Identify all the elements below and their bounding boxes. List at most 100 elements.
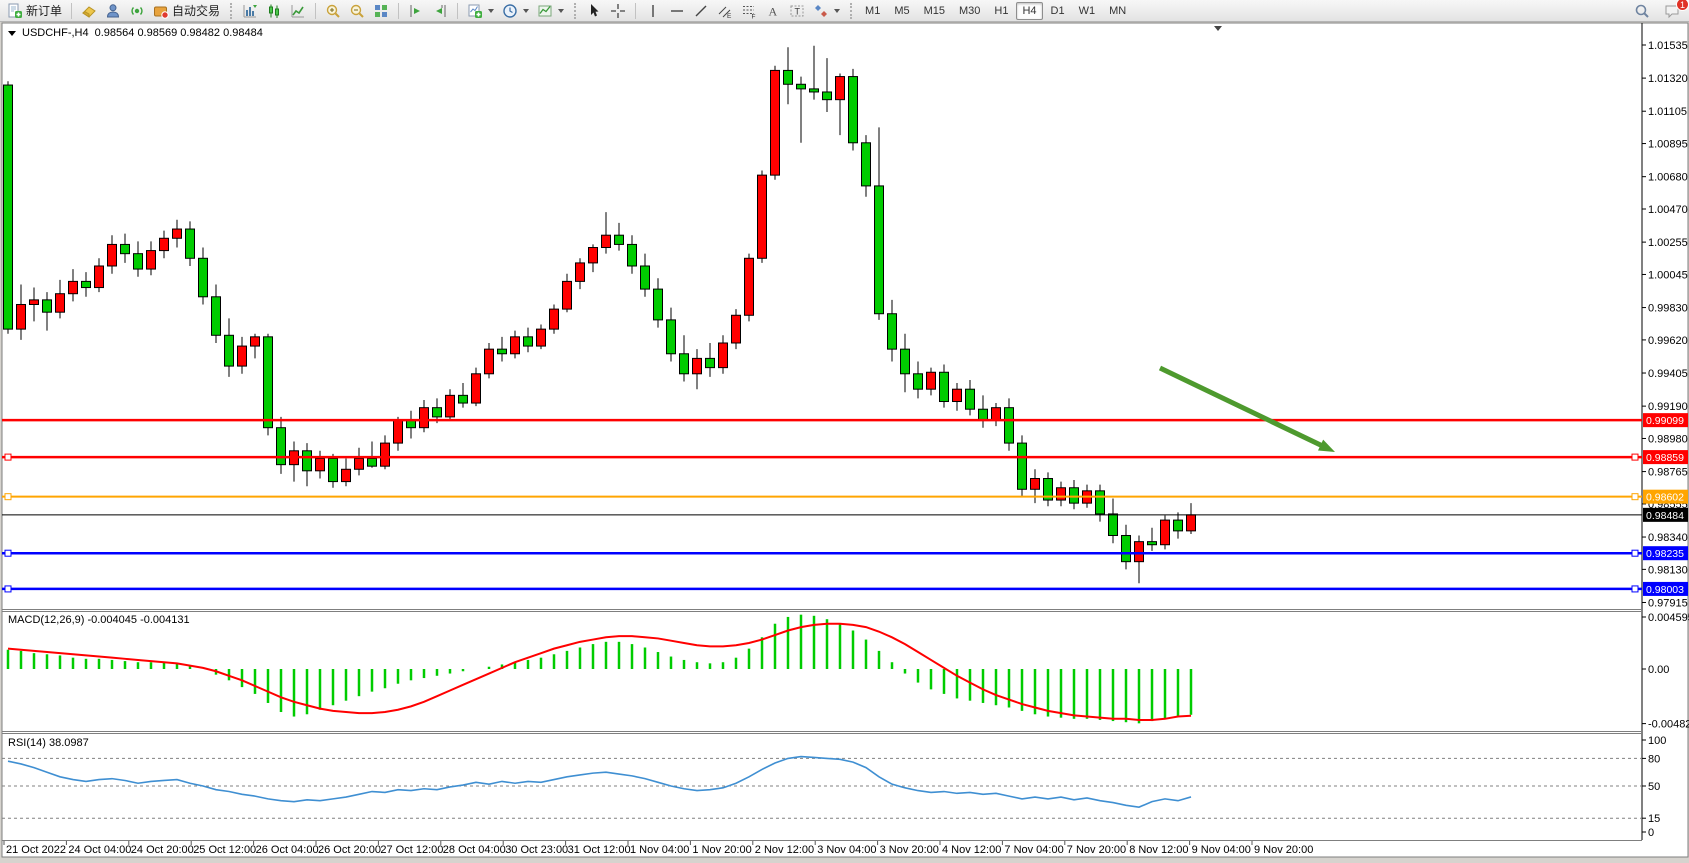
svg-text:0.98003: 0.98003 bbox=[1646, 584, 1684, 596]
timeframe-m5[interactable]: M5 bbox=[894, 4, 910, 17]
timeframe-m1[interactable]: M1 bbox=[865, 4, 881, 17]
svg-text:8 Nov 12:00: 8 Nov 12:00 bbox=[1129, 844, 1188, 856]
line-chart-button[interactable] bbox=[287, 1, 309, 21]
separator bbox=[71, 2, 73, 19]
text-label-tool[interactable]: T bbox=[786, 1, 808, 21]
auto-trading-label: 自动交易 bbox=[172, 4, 221, 18]
trendline-icon bbox=[695, 5, 707, 16]
svg-text:9 Nov 04:00: 9 Nov 04:00 bbox=[1192, 844, 1251, 856]
svg-text:0.004595: 0.004595 bbox=[1648, 612, 1689, 624]
svg-text:1.01535: 1.01535 bbox=[1648, 40, 1688, 52]
template-icon bbox=[538, 5, 552, 16]
svg-text:3 Nov 04:00: 3 Nov 04:00 bbox=[817, 844, 876, 856]
trendline-tool[interactable] bbox=[690, 1, 712, 21]
timeframe-m30[interactable]: M30 bbox=[959, 4, 981, 17]
svg-text:0.98235: 0.98235 bbox=[1646, 548, 1684, 560]
separator bbox=[398, 2, 400, 19]
svg-text:26 Oct 04:00: 26 Oct 04:00 bbox=[256, 844, 319, 856]
search-button[interactable] bbox=[1631, 1, 1653, 21]
search-icon bbox=[1635, 4, 1649, 18]
zoom-in-icon bbox=[326, 4, 340, 18]
signal-icon bbox=[131, 6, 143, 15]
auto-scroll-icon bbox=[410, 4, 421, 17]
svg-text:1.00895: 1.00895 bbox=[1648, 139, 1688, 151]
timeframe-mn[interactable]: MN bbox=[1109, 4, 1127, 17]
svg-text:50: 50 bbox=[1648, 781, 1660, 793]
timeframe-m15[interactable]: M15 bbox=[923, 4, 945, 17]
new-order-icon bbox=[8, 3, 22, 18]
fibonacci-tool[interactable]: F bbox=[738, 1, 760, 21]
symbol-dropdown-icon[interactable] bbox=[8, 30, 16, 36]
chart-shift-button[interactable] bbox=[429, 1, 451, 21]
clock-icon bbox=[503, 3, 517, 18]
channel-icon: E bbox=[718, 6, 732, 19]
svg-text:28 Oct 04:00: 28 Oct 04:00 bbox=[443, 844, 506, 856]
zoom-out-button[interactable] bbox=[346, 1, 368, 21]
arrows-tool[interactable] bbox=[810, 1, 843, 21]
timeframe-h4[interactable]: H4 bbox=[1016, 1, 1043, 20]
svg-text:1 Nov 04:00: 1 Nov 04:00 bbox=[630, 844, 689, 856]
svg-text:1.00470: 1.00470 bbox=[1648, 204, 1688, 216]
rsi-label: RSI(14) 38.0987 bbox=[8, 737, 89, 749]
svg-text:1 Nov 20:00: 1 Nov 20:00 bbox=[692, 844, 751, 856]
symbol-label: USDCHF-,H4 bbox=[22, 27, 89, 39]
data-window-button[interactable] bbox=[102, 1, 124, 21]
text-tool[interactable]: A bbox=[762, 1, 784, 21]
tile-windows-button[interactable] bbox=[370, 1, 392, 21]
bar-chart-button[interactable] bbox=[239, 1, 261, 21]
svg-text:F: F bbox=[752, 13, 756, 19]
svg-text:4 Nov 12:00: 4 Nov 12:00 bbox=[942, 844, 1001, 856]
cursor-tool[interactable] bbox=[583, 1, 605, 21]
tile-windows-icon bbox=[375, 4, 388, 17]
signals-button[interactable] bbox=[126, 1, 148, 21]
timeframe-w1[interactable]: W1 bbox=[1078, 4, 1096, 17]
equidistant-channel-tool[interactable]: E bbox=[714, 1, 736, 21]
dropdown-caret-icon bbox=[523, 8, 530, 13]
timeframe-h1[interactable]: H1 bbox=[994, 4, 1009, 17]
svg-text:24 Oct 20:00: 24 Oct 20:00 bbox=[131, 844, 194, 856]
dropdown-caret-icon bbox=[558, 8, 565, 13]
toolbar-grip bbox=[850, 2, 853, 19]
zoom-in-button[interactable] bbox=[322, 1, 344, 21]
svg-text:0.98130: 0.98130 bbox=[1648, 564, 1688, 576]
horizontal-line-tool[interactable] bbox=[666, 1, 688, 21]
separator bbox=[457, 2, 459, 19]
svg-text:0.99190: 0.99190 bbox=[1648, 401, 1688, 413]
svg-text:0.99620: 0.99620 bbox=[1648, 335, 1688, 347]
new-order-label: 新订单 bbox=[26, 4, 63, 18]
notification-badge: 1 bbox=[1676, 0, 1689, 11]
auto-trading-icon bbox=[154, 6, 169, 19]
svg-text:A: A bbox=[769, 4, 778, 18]
periods-button[interactable] bbox=[499, 1, 532, 21]
person-icon bbox=[107, 3, 120, 17]
dropdown-caret-icon bbox=[488, 8, 495, 13]
indicators-button[interactable] bbox=[464, 1, 497, 21]
svg-text:0: 0 bbox=[1648, 827, 1654, 839]
macd-label: MACD(12,26,9) -0.004045 -0.004131 bbox=[8, 614, 190, 626]
svg-text:1.00255: 1.00255 bbox=[1648, 237, 1688, 249]
svg-text:9 Nov 20:00: 9 Nov 20:00 bbox=[1254, 844, 1313, 856]
crosshair-icon bbox=[611, 3, 626, 18]
new-order-button[interactable]: 新订单 bbox=[4, 1, 65, 21]
chart-shift-icon bbox=[436, 4, 446, 17]
auto-trading-button[interactable]: 自动交易 bbox=[150, 1, 223, 21]
svg-text:27 Oct 12:00: 27 Oct 12:00 bbox=[380, 844, 443, 856]
candlestick-chart-button[interactable] bbox=[263, 1, 285, 21]
vertical-line-tool[interactable] bbox=[642, 1, 664, 21]
auto-scroll-button[interactable] bbox=[405, 1, 427, 21]
chart-title: USDCHF-,H4 0.98564 0.98569 0.98482 0.984… bbox=[8, 27, 263, 39]
eraser-button[interactable] bbox=[78, 1, 100, 21]
timeframe-d1[interactable]: D1 bbox=[1050, 4, 1065, 17]
svg-text:80: 80 bbox=[1648, 753, 1660, 765]
svg-text:24 Oct 04:00: 24 Oct 04:00 bbox=[68, 844, 131, 856]
svg-text:0.98765: 0.98765 bbox=[1648, 467, 1688, 479]
svg-text:7 Nov 04:00: 7 Nov 04:00 bbox=[1004, 844, 1063, 856]
notifications-button[interactable]: 1 bbox=[1661, 0, 1689, 21]
crosshair-tool[interactable] bbox=[607, 1, 629, 21]
zoom-out-icon bbox=[350, 4, 364, 18]
svg-text:1.00680: 1.00680 bbox=[1648, 172, 1688, 184]
svg-text:2 Nov 12:00: 2 Nov 12:00 bbox=[755, 844, 814, 856]
templates-button[interactable] bbox=[534, 1, 567, 21]
